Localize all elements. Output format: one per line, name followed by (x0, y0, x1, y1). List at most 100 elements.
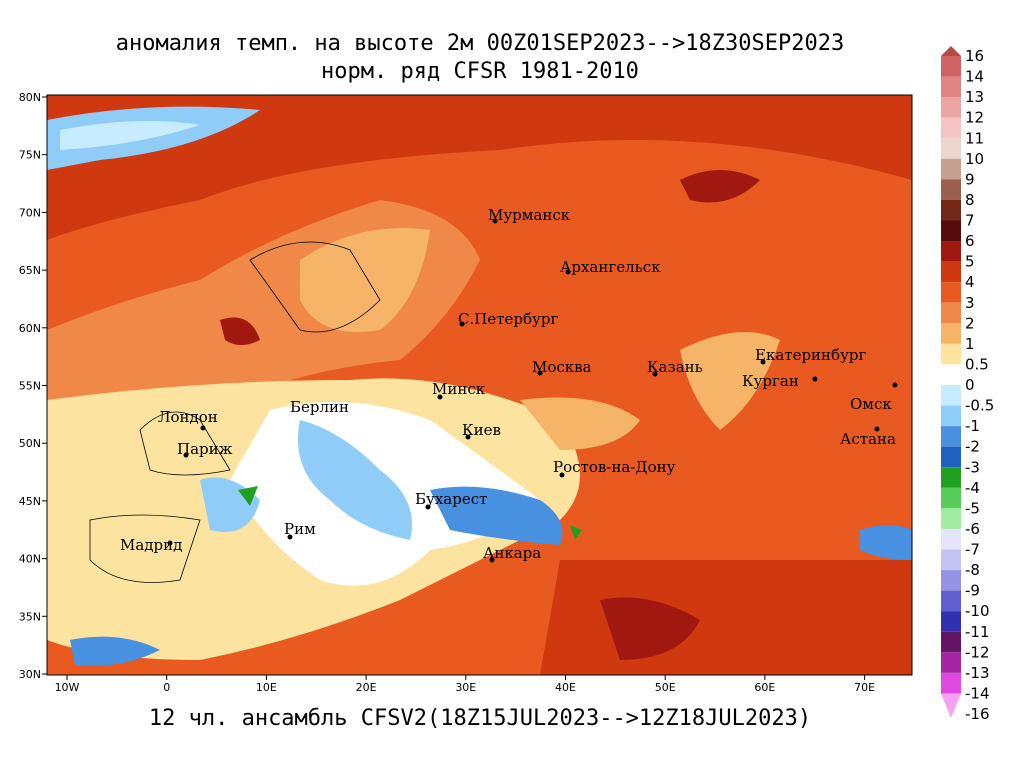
colorbar-box (941, 528, 961, 550)
colorbar-box (941, 261, 961, 283)
colorbar-label: -13 (965, 664, 990, 682)
colorbar-label: 0.5 (965, 355, 989, 373)
colorbar-label: 10 (965, 150, 984, 168)
colorbar-box (941, 323, 961, 344)
city-label: Мадрид (120, 536, 182, 554)
colorbar-label: -11 (965, 623, 990, 641)
city-label: Берлин (290, 398, 349, 416)
city-dot (812, 376, 818, 382)
colorbar-label: 7 (965, 212, 975, 230)
colorbar-box (941, 343, 961, 365)
lat-label: 80N (19, 91, 41, 104)
colorbar-label: -8 (965, 561, 980, 579)
colorbar-box (941, 652, 961, 673)
city-dot (565, 269, 571, 275)
city-label: Казань (647, 358, 703, 376)
lat-label: 40N (19, 553, 41, 566)
city-label: Париж (177, 440, 233, 458)
colorbar-label: -12 (965, 643, 990, 661)
city-dot (465, 434, 471, 440)
lat-label: 30N (19, 668, 41, 681)
colorbar-box (941, 220, 961, 242)
colorbar-box (941, 117, 961, 139)
city-dot (200, 425, 206, 431)
colorbar-label: -7 (965, 541, 980, 559)
colorbar-box (941, 611, 961, 632)
city-dot (437, 394, 443, 400)
colorbar-label: 11 (965, 129, 984, 147)
colorbar-box (941, 405, 961, 427)
colorbar-box (941, 199, 961, 221)
colorbar-label: -5 (965, 499, 980, 517)
lon-label: 30E (455, 681, 476, 694)
colorbar-box (941, 549, 961, 571)
city-label: Ростов-на-Дону (553, 458, 676, 476)
subtitle: норм. ряд CFSR 1981-2010 (321, 59, 639, 84)
colorbar-label: -9 (965, 582, 980, 600)
colorbar-box (941, 241, 961, 262)
city-dot (459, 321, 465, 327)
colorbar-box (941, 179, 961, 200)
colorbar-label: 12 (965, 109, 984, 127)
city-dot (425, 504, 431, 510)
lon-label: 0 (163, 681, 170, 694)
city-dot (537, 370, 543, 376)
colorbar-label: 8 (965, 191, 975, 209)
lon-label: 10E (256, 681, 277, 694)
city-dot (183, 452, 189, 458)
colorbar-label: 6 (965, 232, 975, 250)
colorbar-label: 13 (965, 88, 984, 106)
city-dot (559, 472, 565, 478)
city-label: Екатеринбург (755, 346, 866, 364)
lon-label: 50E (655, 681, 676, 694)
colorbar-label: -14 (965, 684, 990, 702)
city-dot (287, 534, 293, 540)
colorbar-box (941, 467, 961, 488)
colorbar-label: 4 (965, 273, 975, 291)
colorbar-cap (941, 46, 961, 56)
colorbar-label: -3 (965, 458, 980, 476)
lat-label: 55N (19, 380, 41, 393)
city-layer: Мурманск Архангельск С.Петербург Москва Каза… (120, 206, 898, 563)
city-label: Анкара (483, 544, 541, 562)
colorbar-box (941, 570, 961, 591)
title: аномалия темп. на высоте 2м 00Z01SEP2023… (116, 31, 844, 56)
lat-label: 75N (19, 149, 41, 162)
colorbar-label: 3 (965, 294, 975, 312)
lat-label: 65N (19, 264, 41, 277)
lat-label: 60N (19, 322, 41, 335)
colorbar-box (941, 446, 961, 468)
colorbar-box (941, 97, 961, 118)
city-dot (489, 557, 495, 563)
colorbar-box (941, 282, 961, 303)
lon-label: 20E (356, 681, 377, 694)
colorbar-box (941, 302, 961, 324)
colorbar-box (941, 76, 961, 98)
colorbar-label: -2 (965, 438, 980, 456)
lat-label: 45N (19, 495, 41, 508)
footer: 12 чл. ансамбль CFSV2(18Z15JUL2023-->12Z… (149, 706, 811, 731)
city-dot (874, 426, 880, 432)
city-label: Лондон (158, 408, 218, 426)
city-label: Курган (742, 372, 799, 390)
lon-label: 40E (555, 681, 576, 694)
lon-label: 60E (754, 681, 775, 694)
city-label: Бухарест (415, 490, 487, 508)
colorbar-label: 9 (965, 170, 975, 188)
lat-label: 50N (19, 437, 41, 450)
colorbar-label: -10 (965, 602, 990, 620)
city-label: Архангельск (560, 258, 661, 276)
colorbar-label: 1 (965, 335, 975, 353)
city-dot (167, 540, 173, 546)
colorbar-label: -16 (965, 705, 990, 723)
city-label: С.Петербург (458, 310, 558, 328)
colorbar-box (941, 364, 961, 385)
colorbar-label: 14 (965, 68, 984, 86)
lat-label: 70N (19, 206, 41, 219)
city-label: Омск (850, 395, 892, 413)
colorbar-label: 16 (965, 47, 984, 65)
lat-label: 35N (19, 610, 41, 623)
city-label: Киев (462, 421, 501, 439)
city-dot (652, 371, 658, 377)
